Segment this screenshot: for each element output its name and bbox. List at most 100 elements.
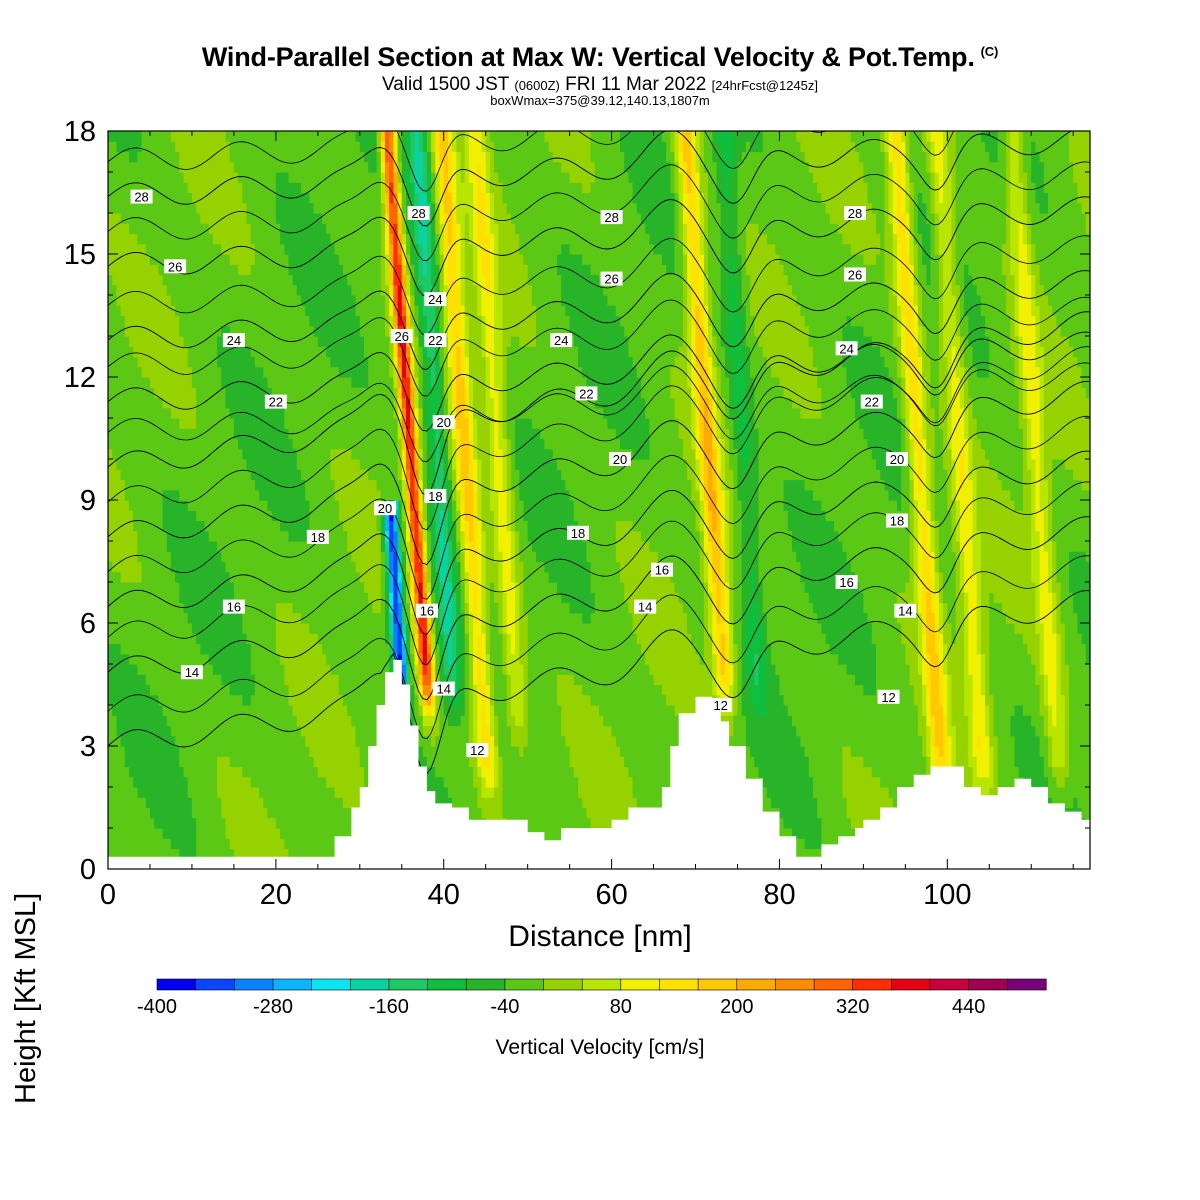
velocity-cell: [225, 233, 231, 245]
velocity-cell: [137, 274, 143, 286]
velocity-cell: [196, 428, 201, 440]
velocity-cell: [250, 325, 256, 337]
velocity-cell: [170, 325, 176, 337]
velocity-cell: [338, 305, 344, 317]
velocity-cell: [317, 438, 323, 450]
velocity-cell: [229, 233, 235, 245]
velocity-cell: [154, 141, 159, 153]
velocity-cell: [162, 766, 168, 778]
velocity-cell: [250, 735, 256, 747]
velocity-cell: [385, 325, 390, 337]
velocity-cell: [351, 633, 357, 645]
velocity-cell: [112, 612, 117, 624]
velocity-cell: [158, 623, 164, 634]
velocity-cell: [351, 479, 357, 491]
velocity-cell: [129, 561, 134, 573]
velocity-cell: [212, 694, 218, 706]
velocity-cell: [196, 131, 201, 142]
velocity-cell: [141, 305, 147, 317]
velocity-cell: [154, 274, 159, 286]
velocity-cell: [154, 715, 159, 727]
velocity-cell: [326, 243, 331, 255]
velocity-cell: [158, 264, 164, 276]
velocity-cell: [317, 592, 323, 604]
velocity-cell: [191, 592, 197, 604]
velocity-cell: [129, 530, 134, 542]
velocity-cell: [389, 182, 394, 194]
velocity-cell: [288, 254, 294, 265]
velocity-cell: [112, 284, 117, 296]
velocity-cell: [141, 848, 147, 860]
velocity-cell: [212, 776, 218, 788]
velocity-cell: [124, 664, 130, 675]
velocity-cell: [154, 438, 159, 450]
velocity-cell: [179, 520, 185, 532]
velocity-cell: [116, 725, 122, 737]
velocity-cell: [221, 233, 227, 245]
velocity-cell: [326, 582, 331, 593]
velocity-cell: [158, 448, 164, 460]
velocity-cell: [263, 766, 269, 778]
velocity-cell: [376, 305, 382, 317]
velocity-cell: [296, 366, 302, 378]
velocity-cell: [288, 756, 294, 768]
velocity-cell: [116, 653, 122, 665]
velocity-cell: [133, 418, 138, 429]
velocity-cell: [389, 161, 394, 173]
velocity-cell: [221, 694, 227, 706]
velocity-cell: [275, 500, 281, 511]
velocity-cell: [120, 213, 126, 224]
velocity-cell: [217, 459, 222, 470]
velocity-cell: [250, 582, 256, 593]
velocity-cell: [263, 684, 269, 696]
velocity-cell: [175, 510, 180, 522]
velocity-cell: [170, 725, 176, 737]
chart-title-text: Wind-Parallel Section at Max W: Vertical…: [201, 42, 975, 72]
velocity-cell: [343, 756, 348, 768]
velocity-cell: [229, 438, 235, 450]
velocity-cell: [120, 848, 126, 860]
velocity-cell: [208, 592, 214, 604]
velocity-cell: [112, 397, 117, 409]
velocity-cell: [124, 223, 130, 235]
velocity-cell: [259, 602, 264, 614]
velocity-cell: [154, 838, 159, 850]
velocity-cell: [376, 623, 382, 634]
velocity-cell: [330, 459, 336, 470]
velocity-cell: [191, 694, 197, 706]
velocity-cell: [355, 797, 361, 809]
velocity-cell: [191, 653, 197, 665]
velocity-cell: [145, 336, 151, 347]
velocity-cell: [385, 664, 390, 675]
velocity-cell: [158, 254, 164, 265]
velocity-cell: [313, 141, 319, 153]
velocity-cell: [242, 459, 248, 470]
velocity-cell: [225, 325, 231, 337]
velocity-cell: [250, 182, 256, 194]
velocity-cell: [116, 705, 122, 716]
velocity-cell: [204, 407, 210, 419]
velocity-cell: [368, 725, 373, 737]
velocity-cell: [271, 520, 277, 532]
velocity-cell: [301, 428, 306, 440]
velocity-cell: [305, 725, 310, 737]
velocity-cell: [217, 674, 222, 686]
velocity-cell: [259, 192, 264, 204]
velocity-cell: [133, 325, 138, 337]
velocity-cell: [343, 284, 348, 296]
velocity-cell: [380, 592, 386, 604]
velocity-cell: [250, 254, 256, 265]
velocity-cell: [196, 838, 201, 850]
velocity-cell: [284, 182, 290, 194]
velocity-cell: [116, 674, 122, 686]
velocity-cell: [129, 346, 134, 358]
velocity-cell: [124, 735, 130, 747]
velocity-cell: [183, 694, 189, 706]
velocity-cell: [305, 407, 310, 419]
velocity-cell: [292, 684, 298, 696]
velocity-cell: [229, 295, 235, 306]
velocity-cell: [208, 776, 214, 788]
velocity-cell: [129, 131, 134, 142]
velocity-cell: [145, 151, 151, 163]
velocity-cell: [292, 346, 298, 358]
